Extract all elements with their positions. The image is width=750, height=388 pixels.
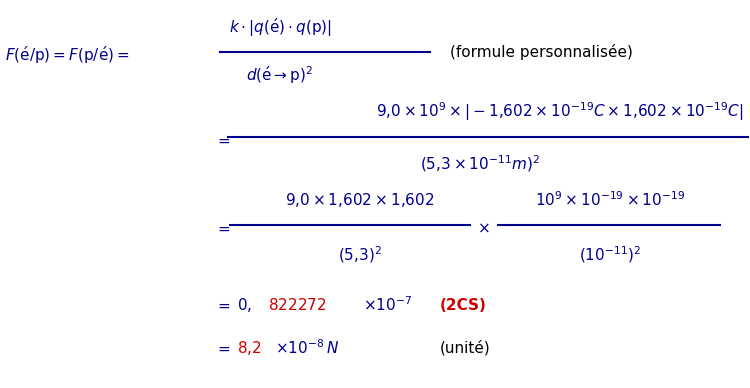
Text: $=$: $=$ — [215, 341, 231, 355]
Text: $=$: $=$ — [215, 132, 231, 147]
Text: $\times$: $\times$ — [477, 220, 489, 236]
Text: $8{,}2$: $8{,}2$ — [237, 339, 262, 357]
Text: $9{,}0\times1{,}602\times1{,}602$: $9{,}0\times1{,}602\times1{,}602$ — [285, 191, 435, 209]
Text: $\times10^{-8}\,N$: $\times10^{-8}\,N$ — [275, 339, 339, 357]
Text: $10^{9}\times10^{-19}\times10^{-19}$: $10^{9}\times10^{-19}\times10^{-19}$ — [535, 191, 685, 210]
Text: $=$: $=$ — [215, 298, 231, 312]
Text: $\left(5{,}3\right)^2$: $\left(5{,}3\right)^2$ — [338, 245, 382, 265]
Text: $\left(10^{-11}\right)^2$: $\left(10^{-11}\right)^2$ — [579, 245, 641, 265]
Text: (2CS): (2CS) — [440, 298, 487, 312]
Text: $822272$: $822272$ — [268, 297, 327, 313]
Text: $d(\mathrm{\acute{e}}\rightarrow \mathrm{p})^2$: $d(\mathrm{\acute{e}}\rightarrow \mathrm… — [247, 64, 314, 86]
Text: $0{,}$: $0{,}$ — [237, 296, 252, 314]
Text: $=$: $=$ — [215, 220, 231, 236]
Text: $\left(5{,}3\times10^{-11}m\right)^2$: $\left(5{,}3\times10^{-11}m\right)^2$ — [420, 154, 540, 174]
Text: (unité): (unité) — [440, 340, 491, 356]
Text: $k\cdot|q(\mathrm{\acute{e}})\cdot q(\mathrm{p})|$: $k\cdot|q(\mathrm{\acute{e}})\cdot q(\ma… — [229, 17, 332, 40]
Text: $\times10^{-7}$: $\times10^{-7}$ — [363, 296, 413, 314]
Text: (formule personnalisée): (formule personnalisée) — [450, 44, 633, 60]
Text: $F(\mathrm{\acute{e}}/\mathrm{p})=F(\mathrm{p}/\mathrm{\acute{e}})=$: $F(\mathrm{\acute{e}}/\mathrm{p})=F(\mat… — [5, 44, 130, 66]
Text: $9{,}0\times10^{9}\times|-1{,}602\times10^{-19}C\times1{,}602\times10^{-19}C|$: $9{,}0\times10^{9}\times|-1{,}602\times1… — [376, 100, 744, 123]
